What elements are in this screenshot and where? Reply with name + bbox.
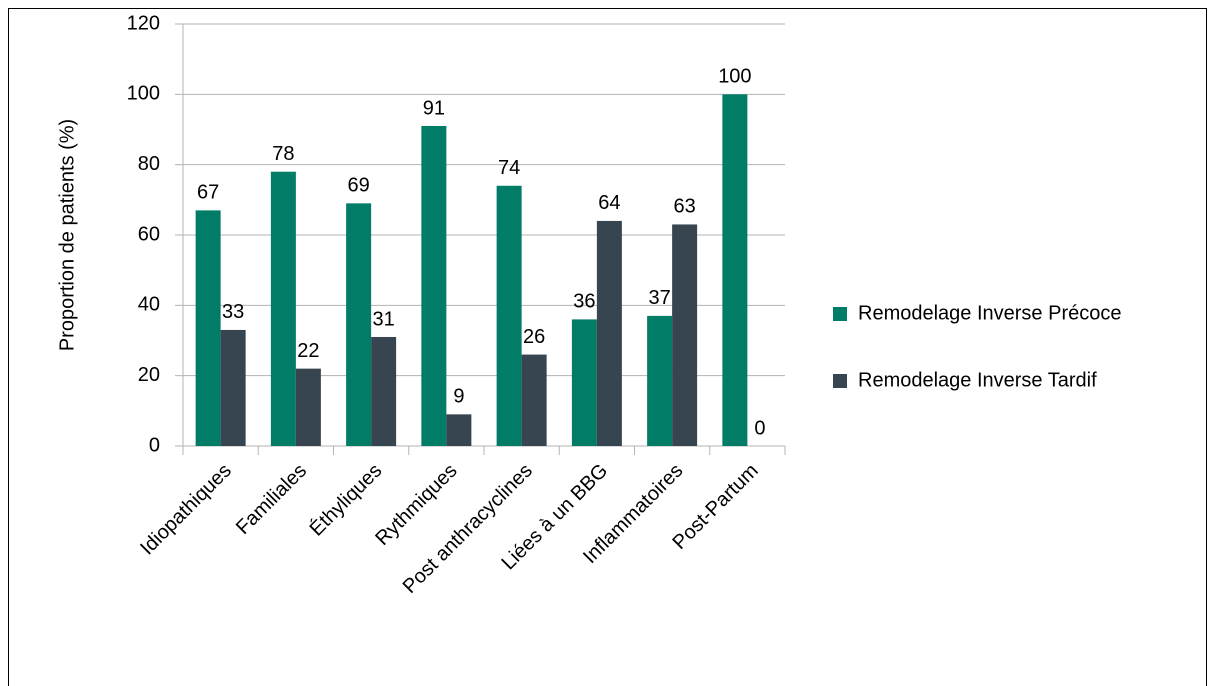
value-label: 63	[674, 196, 696, 218]
bar	[446, 414, 472, 446]
legend-swatch	[833, 307, 847, 321]
bar	[421, 125, 447, 446]
value-label: 78	[272, 143, 294, 165]
bar	[195, 210, 221, 446]
bar	[596, 220, 622, 446]
y-tick-label: 100	[127, 83, 160, 105]
value-label: 69	[348, 175, 370, 197]
chart-border	[8, 8, 1207, 686]
value-label: 91	[423, 97, 445, 119]
legend-label: Remodelage Inverse Tardif	[858, 369, 1097, 391]
bar	[672, 224, 698, 446]
value-label: 74	[498, 157, 520, 179]
bar	[346, 203, 372, 446]
value-label: 64	[598, 192, 620, 214]
y-tick-label: 0	[149, 434, 160, 456]
value-label: 36	[573, 291, 595, 313]
y-tick-label: 60	[138, 223, 160, 245]
y-tick-label: 20	[138, 364, 160, 386]
bar	[647, 315, 673, 446]
x-tick-label: Éthyliques	[305, 459, 387, 541]
bar	[496, 185, 522, 446]
bar	[220, 329, 246, 446]
y-tick-label: 80	[138, 153, 160, 175]
value-label: 26	[523, 326, 545, 348]
y-tick-label: 40	[138, 294, 160, 316]
bar	[571, 319, 597, 446]
y-axis-label: Proportion de patients (%)	[56, 119, 78, 351]
bar	[521, 354, 547, 446]
value-label: 33	[222, 301, 244, 323]
value-label: 0	[754, 417, 765, 439]
value-label: 31	[373, 308, 395, 330]
x-tick-label: Idiopathiques	[136, 460, 236, 560]
value-label: 100	[718, 66, 751, 88]
value-label: 37	[649, 287, 671, 309]
x-tick-label: Familiales	[232, 460, 311, 539]
y-tick-label: 120	[127, 12, 160, 34]
legend-label: Remodelage Inverse Précoce	[858, 302, 1121, 324]
bar	[295, 368, 321, 446]
x-tick-label: Post anthracyclines	[399, 460, 537, 598]
bar	[722, 94, 748, 446]
value-label: 22	[297, 340, 319, 362]
bar	[371, 336, 397, 446]
value-label: 9	[453, 386, 464, 408]
value-label: 67	[197, 182, 219, 204]
legend-swatch	[833, 374, 847, 388]
bar	[270, 171, 296, 446]
